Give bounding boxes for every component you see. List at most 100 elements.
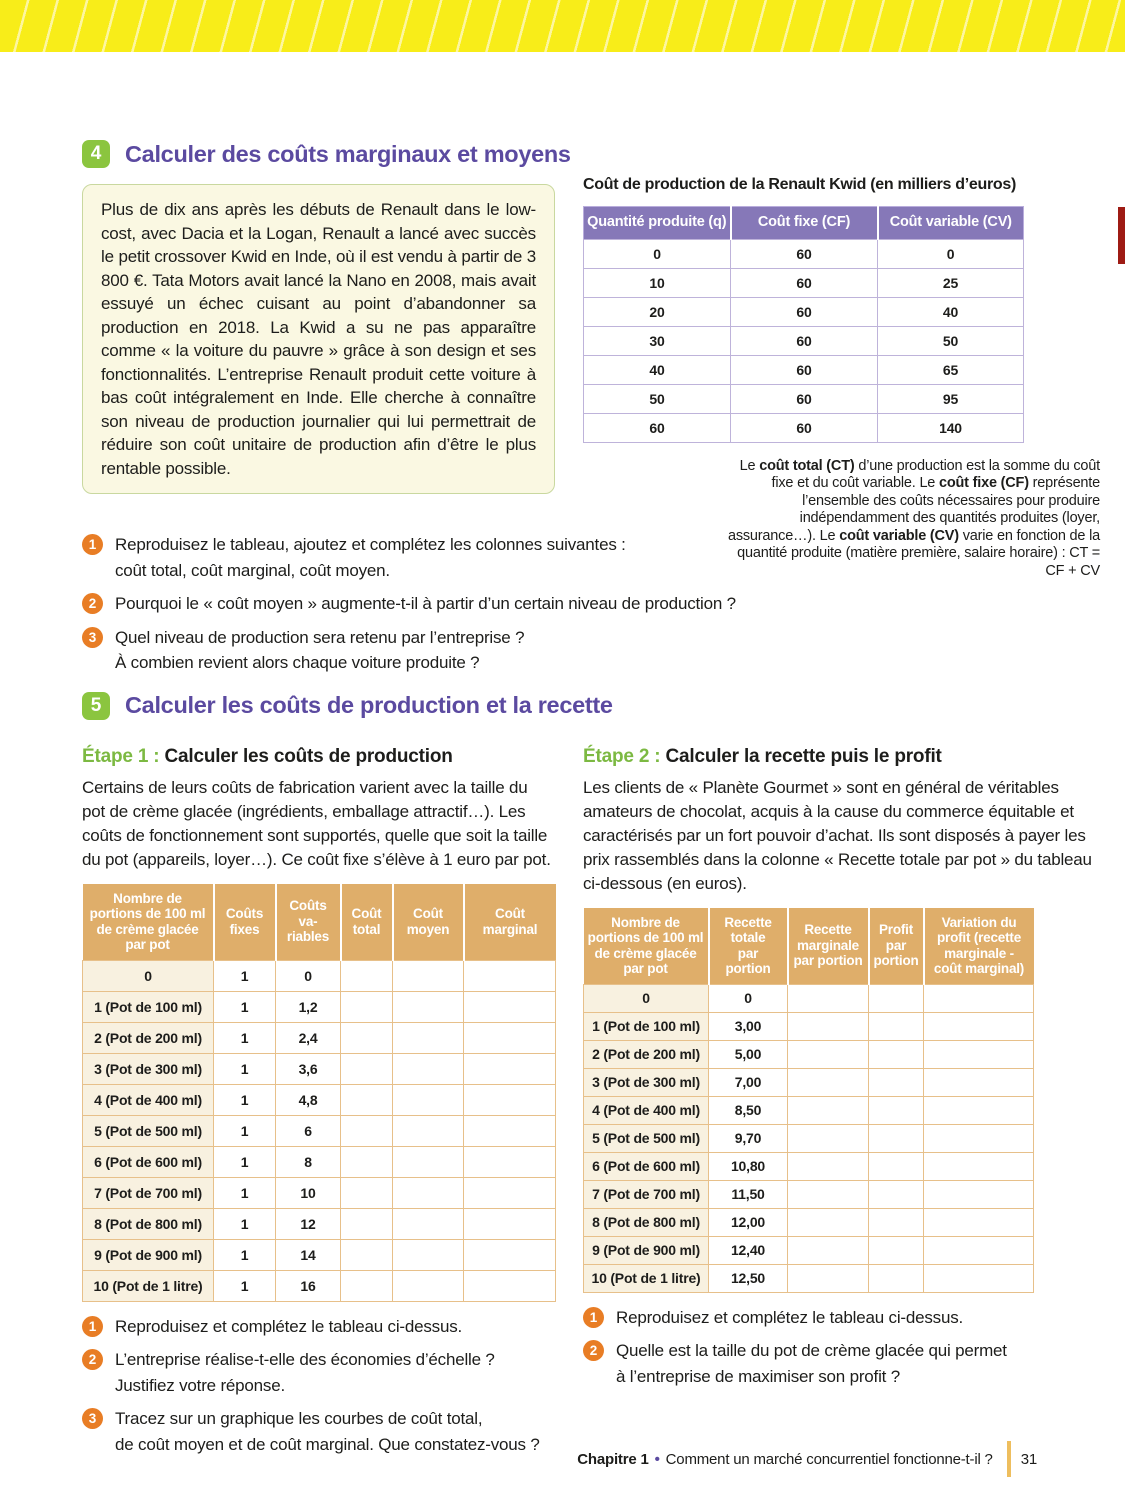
table-cell [923,1095,1034,1125]
table-cell [868,1151,924,1181]
table-row: 4 (Pot de 400 ml) 8,50 [583,1095,1034,1125]
table-cell [787,1095,869,1125]
table-cell [787,983,869,1013]
table-cell [392,1145,464,1178]
table-row: 60 60 140 [583,412,1024,443]
table-cell [463,1269,556,1302]
question-text: Tracez sur un graphique les courbes de c… [115,1406,540,1457]
table-row: 6 (Pot de 600 ml) 10,80 [583,1151,1034,1181]
table-cell [463,1207,556,1240]
question-item: 1 Reproduisez le tableau, ajoutez et comp… [82,532,802,583]
section-title: Calculer des coûts marginaux et moyens [125,140,571,167]
table-header-cell: Nombre de portions de 100 ml de crème gl… [82,883,215,960]
question-text: Reproduisez le tableau, ajoutez et compl… [115,532,626,583]
table-cell [787,1039,869,1069]
section-4-right-column: Coût de production de la Renault Kwid (e… [583,176,1100,581]
table-cell: 1,2 [275,990,341,1023]
table-header-cell: Coûts va- riables [275,883,342,960]
table-cell: 60 [730,267,878,298]
question-line: à l’entreprise de maximiser son profit ? [616,1366,900,1386]
table-cell: 12 [275,1207,341,1240]
table-cell: 1 [213,1207,276,1240]
table-cell: 1 [213,1114,276,1147]
table-cell [923,1151,1034,1181]
question-line: Tracez sur un graphique les courbes de c… [115,1409,483,1428]
table-row: 10 60 25 [583,267,1024,298]
etape-2-column: Étape 2 : Calculer la recette puis le pr… [583,736,1100,1398]
table-cell: 8 (Pot de 800 ml) [82,1207,214,1240]
table-cell [787,1123,869,1153]
table-header-cell: Coût fixe (CF) [730,206,879,239]
table-cell: 40 [583,354,731,385]
table-cell: 60 [730,383,878,414]
table-cell: 0 [583,238,731,269]
table-cell [340,1145,393,1178]
question-item: 2 Quelle est la taille du pot de crème gl… [583,1338,1100,1389]
section-4-left-column: Plus de dix ans après les débuts de Rena… [82,184,555,494]
table-cell: 140 [877,412,1024,443]
table-cell: 11,50 [708,1179,788,1209]
table-cell [868,1235,924,1265]
section-4-questions: 1 Reproduisez le tableau, ajoutez et comp… [82,532,802,676]
etape-2-title: Calculer la recette puis le profit [660,745,942,767]
table-cell: 9 (Pot de 900 ml) [583,1235,709,1265]
table-cell: 7,00 [708,1067,788,1097]
note-text: d’une production est la somme du coût fi… [771,457,1101,492]
table-cell [923,1179,1034,1209]
table-cell [787,1151,869,1181]
note-text: Le [739,457,760,474]
table-cell [868,1039,924,1069]
table-header-cell: Profit par portion [868,907,925,984]
table-cell [340,1083,393,1116]
table-cell [868,1095,924,1125]
table-cell: 60 [730,238,878,269]
costs-table: Nombre de portions de 100 ml de crème gl… [82,883,556,1302]
table-cell [868,1263,924,1293]
table-cell: 1 [213,1052,276,1085]
table-row: 10 (Pot de 1 litre) 1 16 [82,1269,556,1302]
table-cell [463,990,556,1023]
note-bold-cout-total: coût total (CT) [759,457,855,474]
table-row: 4 (Pot de 400 ml) 1 4,8 [82,1083,556,1116]
table-cell: 1 [213,1021,276,1054]
question-item: 3 Tracez sur un graphique les courbes de … [82,1406,555,1457]
table-header-cell: Coûts fixes [213,883,277,960]
question-text: Quel niveau de production sera retenu pa… [115,625,525,676]
table-header-row: Quantité produite (q) Coût fixe (CF) Coût … [583,206,1024,239]
table-cell: 9,70 [708,1123,788,1153]
table-row: 9 (Pot de 900 ml) 1 14 [82,1238,556,1271]
table-cell: 8 [275,1145,341,1178]
table-row: 8 (Pot de 800 ml) 12,00 [583,1207,1034,1237]
cost-definition-note: Le coût total (CT) d’une production est … [726,458,1100,581]
table-cell [463,1021,556,1054]
question-number-badge: 2 [82,593,103,614]
table-cell: 2 (Pot de 200 ml) [82,1021,214,1054]
section-4-header: 4 Calculer des coûts marginaux et moyens [82,140,1100,168]
table-cell: 60 [730,325,878,356]
note-bold-cout-variable: coût variable (CV) [839,527,959,544]
table-cell [392,1083,464,1116]
note-text: varie en fonction de la quantité produit… [737,527,1100,580]
table-cell: 1 (Pot de 100 ml) [583,1011,709,1041]
table-cell [868,1011,924,1041]
table-row: 40 60 65 [583,354,1024,385]
table-cell: 7 (Pot de 700 ml) [583,1179,709,1209]
table-cell: 25 [877,267,1024,298]
table-header-cell: Quantité produite (q) [583,206,732,239]
table-cell [392,1207,464,1240]
table-cell: 65 [877,354,1024,385]
table-header-cell: Variation du profit (recette marginale -… [923,907,1034,984]
etape-2-heading: Étape 2 : Calculer la recette puis le pr… [583,746,1100,768]
question-item: 1 Reproduisez et complétez le tableau ci-… [583,1305,1100,1331]
table-row: 5 (Pot de 500 ml) 9,70 [583,1123,1034,1153]
table-cell [787,1011,869,1041]
question-line: Quel niveau de production sera retenu pa… [115,627,525,647]
table-row: 50 60 95 [583,383,1024,414]
table-cell [340,1238,393,1271]
table-row: 2 (Pot de 200 ml) 5,00 [583,1039,1034,1069]
table-cell: 20 [583,296,731,327]
table-cell: 0 [877,238,1024,269]
table-cell: 6 (Pot de 600 ml) [82,1145,214,1178]
page-content: 4 Calculer des coûts marginaux et moyens… [82,52,1100,1465]
table-cell: 3,00 [708,1011,788,1041]
